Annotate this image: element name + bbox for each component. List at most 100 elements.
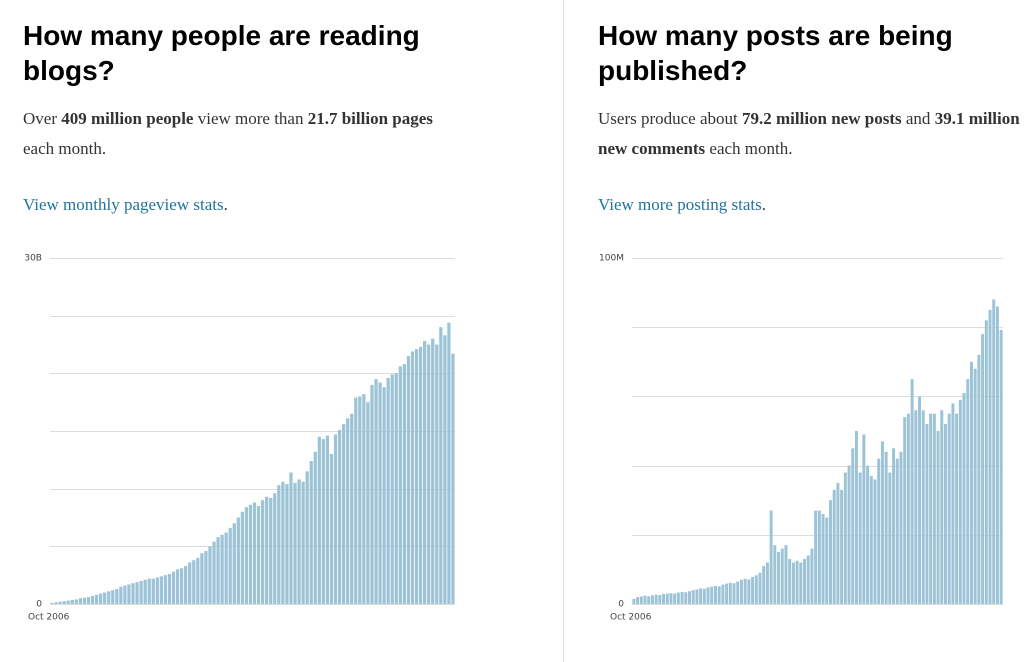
bar (918, 396, 922, 604)
bar (877, 458, 881, 604)
bar (119, 586, 123, 604)
bar (688, 591, 691, 604)
bar (969, 361, 973, 604)
bar (273, 493, 277, 604)
bar (721, 584, 725, 604)
bar (858, 472, 862, 604)
bar (810, 548, 814, 604)
bar (382, 387, 386, 604)
bar (743, 578, 747, 604)
bar (414, 349, 419, 604)
bar (111, 590, 115, 604)
bar (888, 472, 892, 604)
x-tick-label: Oct 2006 (610, 613, 652, 623)
highlight: 409 million people (61, 109, 194, 128)
stats-link[interactable]: View more posting stats (598, 195, 762, 214)
text: Over (23, 109, 62, 128)
bar (386, 377, 390, 604)
bar (443, 335, 447, 604)
bar (936, 431, 940, 604)
bar (184, 565, 188, 604)
bar (54, 602, 58, 604)
bar (788, 559, 792, 604)
bar (261, 500, 265, 604)
bar (866, 465, 870, 604)
bar (313, 451, 317, 604)
title: How many posts are being published? (598, 20, 953, 86)
bar (74, 599, 78, 604)
bar (732, 583, 736, 604)
bar (123, 585, 127, 604)
bar (799, 562, 803, 604)
bar (736, 581, 740, 604)
bar (706, 587, 710, 604)
bar (921, 410, 925, 604)
bar (713, 586, 717, 604)
text: view more than (193, 109, 308, 128)
bar (135, 582, 139, 604)
bar (431, 338, 435, 604)
bar (293, 482, 297, 604)
bar (910, 379, 914, 604)
bar (439, 327, 443, 604)
bar (167, 574, 172, 604)
bar (873, 479, 877, 604)
text: and (901, 109, 935, 128)
bar (825, 517, 829, 604)
bar (784, 545, 788, 604)
y-tick-label: 0 (36, 600, 42, 610)
bar (337, 429, 342, 604)
bar (892, 448, 896, 604)
bar (196, 557, 200, 604)
bar (435, 344, 439, 604)
bar (806, 555, 810, 604)
bar (325, 435, 330, 604)
bar (410, 351, 415, 604)
y-tick-label: 0 (618, 600, 624, 610)
bar (932, 413, 936, 604)
bar (632, 598, 636, 604)
bar (228, 527, 232, 604)
bar (139, 580, 143, 604)
bar (843, 472, 847, 604)
bar (880, 441, 884, 604)
bar (265, 496, 269, 604)
bar (636, 597, 640, 604)
bar (127, 584, 131, 604)
bar (895, 458, 899, 604)
bar (977, 354, 981, 604)
bar (277, 485, 281, 604)
text: Users produce about (598, 109, 742, 128)
x-tick-label: Oct 2006 (28, 613, 70, 623)
bar (955, 413, 959, 604)
highlight: 21.7 billion pages (307, 109, 433, 128)
bar (966, 379, 970, 604)
bar (762, 565, 766, 604)
bar (814, 510, 818, 604)
bar (780, 548, 784, 604)
stats-link[interactable]: View monthly pageview stats (23, 195, 224, 214)
bar (281, 481, 285, 604)
bar (795, 560, 799, 604)
bar (220, 534, 224, 604)
bar (224, 532, 228, 604)
bar (159, 576, 163, 604)
bar (354, 397, 358, 604)
bar (765, 562, 769, 604)
bar (374, 379, 378, 604)
bar (751, 577, 755, 604)
bar (305, 471, 309, 604)
section: How many people are reading blogs? Over … (23, 18, 463, 220)
bar (654, 594, 658, 604)
section: How many posts are being published? User… (598, 18, 1023, 220)
bar (817, 510, 821, 604)
bar (394, 373, 398, 604)
bar (451, 353, 455, 604)
bar (362, 394, 366, 604)
bar (925, 424, 929, 604)
bar (791, 562, 795, 604)
bar (840, 489, 844, 604)
bar (958, 399, 962, 604)
bar (728, 582, 732, 604)
bar (944, 424, 947, 604)
